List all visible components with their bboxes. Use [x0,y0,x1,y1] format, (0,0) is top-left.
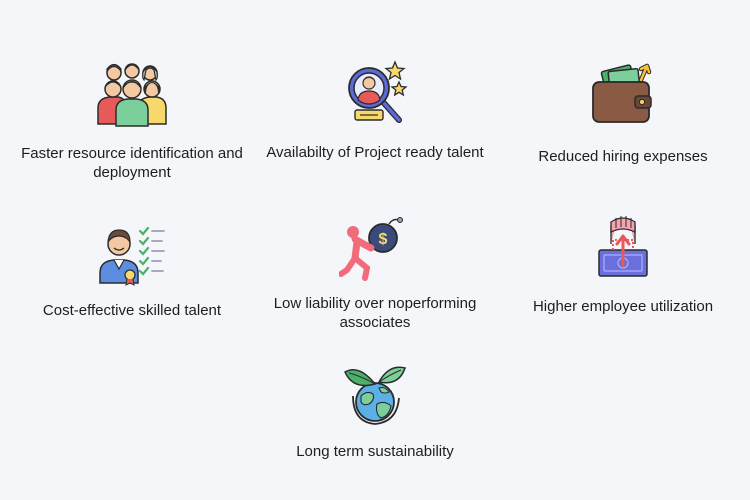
benefit-item-faster-deployment: Faster resource identification and deplo… [7,58,257,182]
benefit-label: Higher employee utilization [532,298,714,315]
svg-text:$: $ [379,231,388,248]
benefit-label: Availabilty of Project ready talent [266,144,484,161]
benefit-item-project-ready-talent: Availabilty of Project ready talent [250,58,500,162]
benefit-label: Reduced hiring expenses [538,148,708,165]
person-carrying-money-bag-icon: $ [339,217,403,281]
wallet-icon [592,63,652,123]
benefit-label: Long term sustainability [296,443,454,460]
benefit-item-reduced-hiring-expenses: Reduced hiring expenses [498,58,748,166]
benefit-label: Low liability over noperforming associat… [273,295,477,331]
benefit-item-cost-effective-talent: Cost-effective skilled talent [7,217,257,320]
globe-leaves-icon [344,366,406,425]
hands-lifting-money-icon [598,216,648,277]
skilled-person-checklist-icon [99,226,165,286]
benefit-item-long-term-sustainability: Long term sustainability [250,360,500,461]
benefit-item-low-liability: $ Low liability over noperforming associ… [250,214,500,332]
talent-search-icon [348,60,408,123]
benefit-item-higher-utilization: Higher employee utilization [498,214,748,316]
benefit-label: Cost-effective skilled talent [42,302,222,319]
benefit-label: Faster resource identification and deplo… [21,145,243,181]
team-icon [97,63,167,127]
